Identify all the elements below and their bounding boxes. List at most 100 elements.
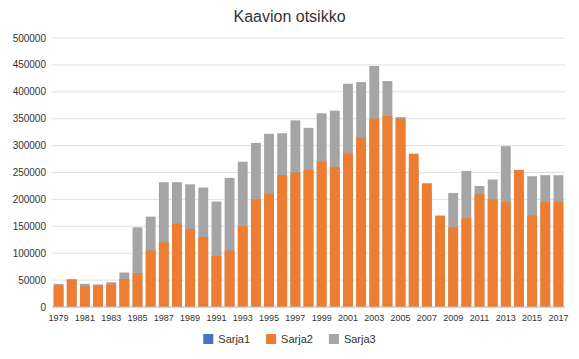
grid-line	[52, 307, 565, 308]
y-tick-label: 400000	[13, 86, 47, 97]
bar	[277, 175, 287, 307]
bar	[80, 284, 90, 307]
x-tick-label: 1989	[180, 313, 200, 323]
bar	[225, 178, 235, 307]
bar	[527, 176, 537, 307]
bar	[106, 282, 116, 307]
bar	[304, 128, 314, 307]
y-tick-label: 0	[40, 302, 46, 313]
x-tick-label: 2011	[470, 313, 489, 323]
legend-label: Sarja3	[344, 333, 376, 345]
bar	[488, 199, 498, 307]
bar	[80, 287, 90, 307]
bar	[93, 284, 103, 307]
bar	[343, 154, 353, 307]
bar	[501, 202, 511, 307]
bar	[159, 242, 169, 307]
bar	[146, 217, 156, 307]
bar	[238, 226, 248, 307]
bar	[172, 224, 182, 307]
y-tick-label: 50000	[18, 275, 46, 286]
x-tick-label: 1995	[259, 313, 279, 323]
x-tick-label: 1981	[75, 313, 95, 323]
bar	[317, 113, 327, 307]
bar	[369, 66, 379, 307]
bar	[396, 119, 406, 307]
y-axis: 0500001000001500002000002500003000003500…	[13, 33, 565, 313]
bar	[356, 138, 366, 307]
bars	[54, 66, 564, 307]
title: Kaavion otsikko	[233, 8, 345, 25]
bar	[238, 162, 248, 307]
x-tick-label: 2005	[391, 313, 411, 323]
legend-swatch	[203, 334, 213, 344]
x-tick-label: 1997	[285, 313, 305, 323]
bar	[448, 227, 458, 307]
x-axis-line	[52, 307, 565, 308]
bar	[185, 184, 195, 307]
legend-item: Sarja1	[203, 333, 250, 345]
bar	[54, 285, 64, 307]
x-tick-label: 2001	[338, 313, 358, 323]
x-tick-label: 1999	[312, 313, 332, 323]
bar	[106, 284, 116, 307]
bar	[369, 119, 379, 307]
grid-line	[52, 91, 565, 92]
x-tick-label: 2017	[548, 313, 568, 323]
legend: Sarja1 Sarja2 Sarja3	[203, 333, 375, 345]
y-tick-label: 150000	[13, 221, 47, 232]
bar	[422, 183, 432, 307]
bar	[198, 237, 208, 307]
series	[54, 66, 564, 307]
x-tick-label: 1983	[101, 313, 121, 323]
bar	[409, 154, 419, 307]
x-tick-label: 2009	[443, 313, 463, 323]
x-tick-label: 1993	[233, 313, 253, 323]
bar	[119, 273, 129, 307]
bar	[475, 186, 485, 307]
bar	[553, 175, 563, 307]
bar	[251, 199, 261, 307]
legend-label: Sarja1	[218, 333, 250, 345]
legend-item: Sarja3	[329, 333, 376, 345]
legend-swatch	[266, 334, 276, 344]
bar	[330, 111, 340, 307]
bar	[527, 216, 537, 307]
bar	[290, 173, 300, 308]
bar	[343, 84, 353, 307]
bar	[54, 284, 64, 307]
bar	[277, 133, 287, 307]
bar	[475, 194, 485, 307]
bar	[553, 202, 563, 307]
bar	[172, 182, 182, 307]
bar	[356, 82, 366, 307]
x-tick-label: 1987	[154, 313, 174, 323]
bar	[146, 251, 156, 307]
y-tick-label: 500000	[13, 33, 47, 44]
bar	[198, 188, 208, 307]
bar	[540, 202, 550, 307]
bar	[304, 170, 314, 307]
y-tick-label: 250000	[13, 167, 47, 178]
bar	[251, 143, 261, 307]
x-tick-label: 2007	[417, 313, 437, 323]
y-tick-label: 300000	[13, 140, 47, 151]
x-tick-label: 1985	[127, 313, 147, 323]
grid-line	[52, 64, 565, 65]
bar	[448, 193, 458, 307]
x-tick-label: 1979	[49, 313, 69, 323]
bar	[396, 117, 406, 307]
grid-line	[52, 118, 565, 119]
bar	[133, 273, 143, 307]
bar	[159, 182, 169, 307]
bar	[93, 285, 103, 307]
x-tick-label: 2013	[496, 313, 516, 323]
legend-swatch	[329, 334, 339, 344]
legend-label: Sarja2	[281, 333, 313, 345]
bar	[514, 170, 524, 307]
bar	[290, 120, 300, 307]
bar	[540, 175, 550, 307]
bar	[382, 81, 392, 307]
bar	[264, 134, 274, 307]
bar	[225, 251, 235, 307]
